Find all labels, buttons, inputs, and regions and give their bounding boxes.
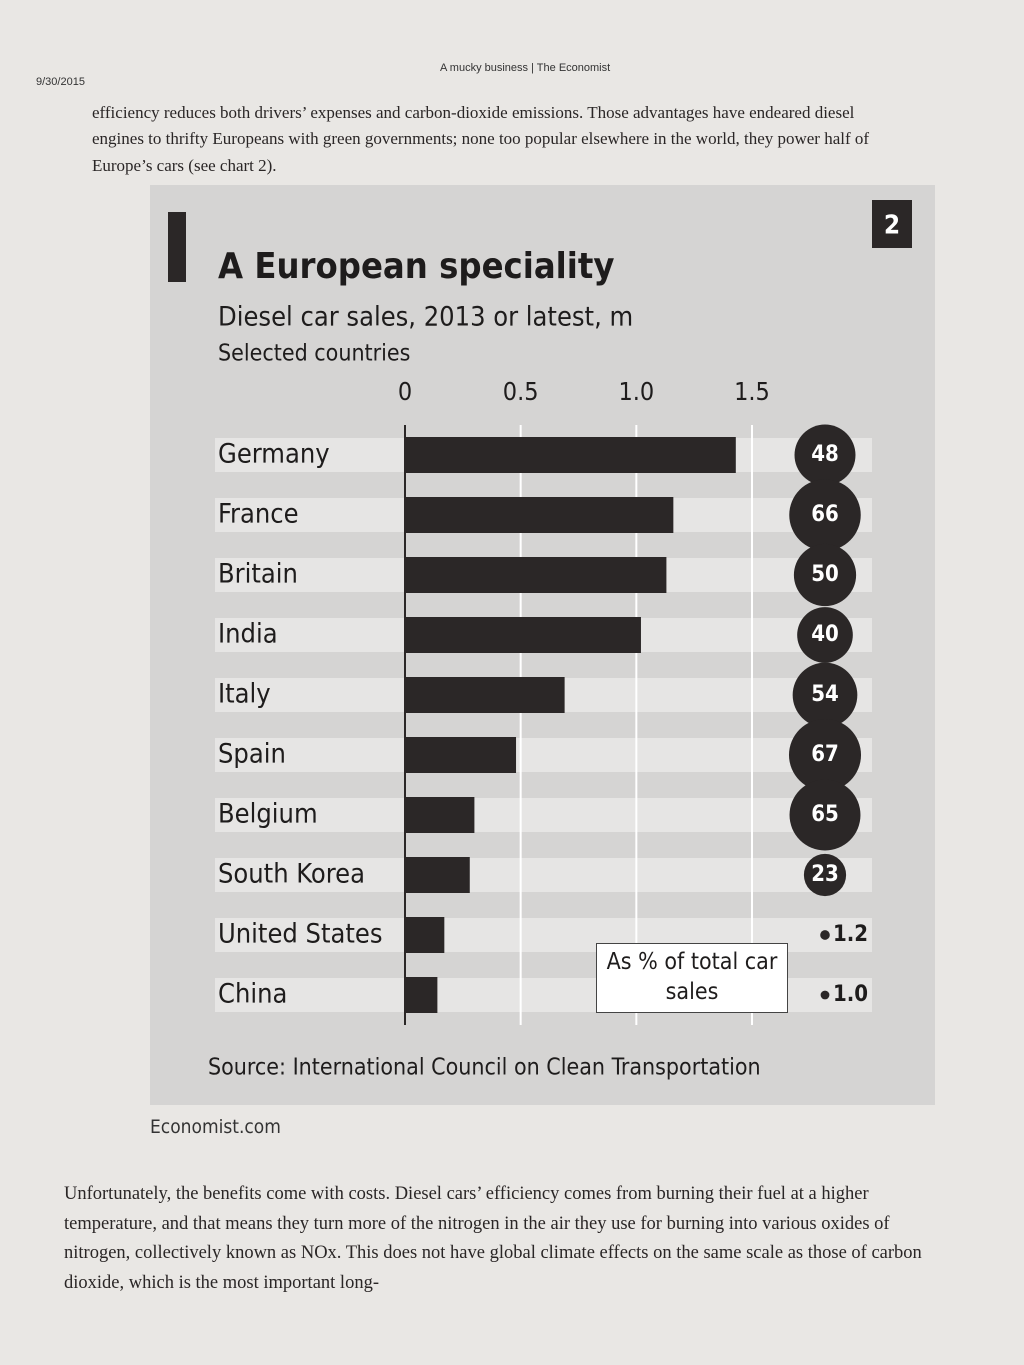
share-label: 40 <box>811 622 839 647</box>
share-label: 1.0 <box>833 982 868 1007</box>
category-label: Spain <box>218 739 286 770</box>
row-stripe <box>215 798 872 832</box>
share-bubble <box>820 990 830 1000</box>
chart-number-box <box>872 200 912 248</box>
share-bubble <box>794 424 856 486</box>
category-label: France <box>218 499 299 530</box>
chart-source: Source: International Council on Clean T… <box>208 1055 761 1081</box>
x-tick-label: 0.5 <box>503 377 539 406</box>
paragraph: efficiency reduces both drivers’ expense… <box>92 103 870 175</box>
chart-note: Selected countries <box>218 341 410 367</box>
x-tick-label: 1.0 <box>618 377 654 406</box>
category-label: China <box>218 979 287 1010</box>
chart-subtitle: Diesel car sales, 2013 or latest, m <box>218 302 633 333</box>
annotation: As % of total car sales <box>596 943 788 1013</box>
share-label: 23 <box>811 862 839 887</box>
bar <box>405 497 674 533</box>
category-label: Belgium <box>218 799 318 830</box>
bar <box>405 977 438 1013</box>
title-bar <box>168 212 186 282</box>
share-bubble <box>803 853 847 897</box>
share-bubble <box>789 479 861 551</box>
bar <box>405 857 470 893</box>
category-label: India <box>218 619 278 650</box>
row-stripe <box>215 858 872 892</box>
category-label: South Korea <box>218 859 365 890</box>
share-label: 66 <box>811 502 839 527</box>
bar <box>405 677 565 713</box>
share-bubble <box>792 662 858 728</box>
x-tick-label: 0 <box>398 377 412 406</box>
share-bubble <box>789 779 861 851</box>
paragraph: Unfortunately, the benefits come with co… <box>64 1184 922 1293</box>
category-label: United States <box>218 919 383 950</box>
header-date: 9/30/2015 <box>36 76 85 88</box>
share-bubble <box>788 718 862 792</box>
category-label: Italy <box>218 679 271 710</box>
bar <box>405 617 641 653</box>
bar <box>405 797 475 833</box>
share-bubble <box>793 543 857 607</box>
share-label: 67 <box>811 742 839 767</box>
x-tick-label: 1.5 <box>734 377 770 406</box>
share-label: 65 <box>811 802 839 827</box>
bar <box>405 917 445 953</box>
share-label: 54 <box>811 682 839 707</box>
bar <box>405 737 517 773</box>
share-bubble <box>797 607 853 663</box>
chart-title: A European speciality <box>218 246 614 287</box>
share-bubble <box>820 930 830 940</box>
bar <box>405 557 667 593</box>
bar <box>405 437 736 473</box>
share-label: 1.2 <box>833 922 868 947</box>
share-label: 50 <box>811 562 839 587</box>
category-label: Germany <box>218 439 330 470</box>
share-label: 48 <box>811 442 839 467</box>
row-stripe <box>215 738 872 772</box>
chart-number: 2 <box>884 211 900 241</box>
category-label: Britain <box>218 559 298 590</box>
credit: Economist.com <box>150 1116 281 1138</box>
header-title: A mucky business | The Economist <box>440 62 611 74</box>
